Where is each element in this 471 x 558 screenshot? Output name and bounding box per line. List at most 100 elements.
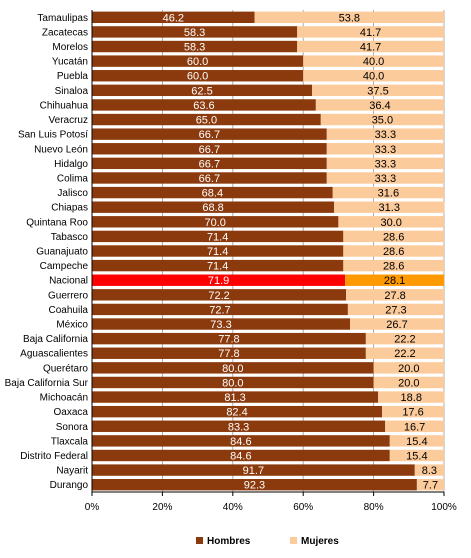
label-hombres-nayarit: 91.7 [243, 465, 264, 477]
label-mujeres-san-luis-potosi: 33.3 [375, 129, 396, 141]
label-hombres-chihuahua: 63.6 [193, 100, 214, 112]
bar-hombres-guanajuato [92, 245, 344, 257]
bar-hombres-quintana-roo [92, 216, 339, 228]
label-mujeres-michoacan: 18.8 [401, 392, 422, 404]
bar-mujeres-tabasco [343, 230, 444, 243]
bar-hombres-colima [92, 172, 327, 184]
legend-swatch-mujeres [290, 537, 297, 544]
legend-label-mujeres: Mujeres [301, 536, 339, 547]
bar-hombres-durango [92, 479, 417, 491]
bar-hombres-hidalgo [92, 157, 327, 170]
label-mujeres-colima: 33.3 [375, 173, 396, 185]
label-mujeres-distrito-federal: 15.4 [406, 450, 427, 462]
label-hombres-tabasco: 71.4 [207, 231, 228, 243]
label-mujeres-nayarit: 8.3 [422, 465, 437, 477]
label-mujeres-sonora: 16.7 [404, 421, 425, 433]
category-label-guanajuato: Guanajuato [36, 247, 88, 258]
bar-hombres-tabasco [92, 230, 344, 243]
bar-mujeres-queretaro [373, 362, 444, 374]
label-mujeres-guerrero: 27.8 [384, 290, 405, 302]
bar-hombres-yucatan [92, 55, 304, 67]
label-mujeres-oaxaca: 17.6 [402, 407, 423, 419]
label-hombres-nacional: 71.9 [208, 275, 229, 287]
label-mujeres-zacatecas: 41.7 [360, 27, 381, 39]
label-hombres-distrito-federal: 84.6 [230, 450, 251, 462]
bar-hombres-coahuila [92, 303, 348, 316]
bar-hombres-distrito-federal [92, 449, 390, 462]
category-label-zacatecas: Zacatecas [42, 27, 88, 38]
bar-mujeres-guanajuato [343, 245, 444, 257]
bar-mujeres-tamaulipas [254, 11, 444, 23]
label-hombres-nuevo-leon: 66.7 [199, 144, 220, 156]
label-mujeres-coahuila: 27.3 [385, 304, 406, 316]
bar-hombres-sonora [92, 420, 386, 432]
bar-hombres-morelos [92, 40, 298, 53]
label-mujeres-aguascalientes: 22.2 [394, 348, 415, 360]
label-mujeres-baja-california: 22.2 [394, 334, 415, 346]
label-hombres-tamaulipas: 46.2 [163, 12, 184, 24]
label-hombres-queretaro: 80.0 [222, 363, 243, 375]
bar-mujeres-colima [326, 172, 444, 184]
label-mujeres-puebla: 40.0 [363, 71, 384, 83]
label-mujeres-quintana-roo: 30.0 [380, 217, 401, 229]
bar-hombres-aguascalientes [92, 347, 366, 359]
label-hombres-puebla: 60.0 [187, 71, 208, 83]
x-axis: 0% 20% 40% 60% 80% 100% [85, 10, 457, 513]
bar-hombres-chiapas [92, 201, 335, 213]
label-hombres-quintana-roo: 70.0 [204, 217, 225, 229]
bar-mujeres-michoacan [378, 391, 445, 403]
bar-mujeres-durango [416, 479, 444, 491]
label-hombres-jalisco: 68.4 [202, 188, 223, 200]
bar-hombres-michoacan [92, 391, 379, 403]
bar-mujeres-coahuila [347, 303, 444, 316]
bar-mujeres-oaxaca [382, 405, 444, 418]
label-hombres-coahuila: 72.7 [209, 304, 230, 316]
category-label-chihuahua: Chihuahua [40, 100, 89, 111]
category-label-quintana-roo: Quintana Roo [26, 217, 88, 228]
category-label-distrito-federal: Distrito Federal [20, 451, 88, 462]
bar-mujeres-yucatan [303, 55, 444, 67]
label-mujeres-chiapas: 31.3 [379, 202, 400, 214]
label-mujeres-nuevo-leon: 33.3 [375, 144, 396, 156]
bar-mujeres-san-luis-potosi [326, 128, 444, 140]
label-hombres-zacatecas: 58.3 [184, 27, 205, 39]
category-label-tamaulipas: Tamaulipas [37, 13, 88, 24]
label-mujeres-veracruz: 35.0 [372, 115, 393, 127]
category-label-veracruz: Veracruz [49, 115, 88, 126]
bar-hombres-jalisco [92, 186, 333, 199]
category-label-queretaro: Querétaro [43, 363, 88, 374]
label-mujeres-morelos: 41.7 [360, 42, 381, 54]
label-hombres-veracruz: 65.0 [196, 115, 217, 127]
bar-hombres-sinaloa [92, 84, 312, 97]
bar-mujeres-mexico [350, 318, 444, 330]
label-hombres-sinaloa: 62.5 [191, 85, 212, 97]
bar-mujeres-baja-california [365, 332, 444, 345]
label-hombres-yucatan: 60.0 [187, 56, 208, 68]
category-label-san-luis-potosi: San Luis Potosí [18, 130, 88, 141]
category-label-chiapas: Chiapas [51, 203, 88, 214]
bar-mujeres-chiapas [334, 201, 445, 213]
bar-hombres-queretaro [92, 362, 374, 374]
category-label-puebla: Puebla [57, 71, 89, 82]
label-mujeres-campeche: 28.6 [383, 261, 404, 273]
legend-label-hombres: Hombres [207, 536, 251, 547]
bar-mujeres-quintana-roo [338, 216, 444, 228]
label-hombres-campeche: 71.4 [207, 261, 228, 273]
bar-mujeres-baja-california-sur [373, 376, 444, 389]
bar-mujeres-chihuahua [315, 99, 444, 111]
label-hombres-baja-california-sur: 80.0 [222, 377, 243, 389]
category-label-michoacan: Michoacán [40, 393, 88, 404]
bar-mujeres-jalisco [332, 186, 444, 199]
label-mujeres-jalisco: 31.6 [378, 188, 399, 200]
label-hombres-morelos: 58.3 [184, 42, 205, 54]
category-label-nayarit: Nayarit [56, 466, 88, 477]
bar-mujeres-zacatecas [297, 26, 444, 38]
label-hombres-michoacan: 81.3 [224, 392, 245, 404]
bar-mujeres-puebla [303, 70, 444, 82]
category-label-campeche: Campeche [40, 261, 89, 272]
label-mujeres-tabasco: 28.6 [383, 231, 404, 243]
label-hombres-durango: 92.3 [244, 480, 265, 492]
bar-hombres-baja-california-sur [92, 376, 374, 389]
label-mujeres-tlaxcala: 15.4 [406, 436, 427, 448]
category-label-mexico: México [56, 320, 88, 331]
